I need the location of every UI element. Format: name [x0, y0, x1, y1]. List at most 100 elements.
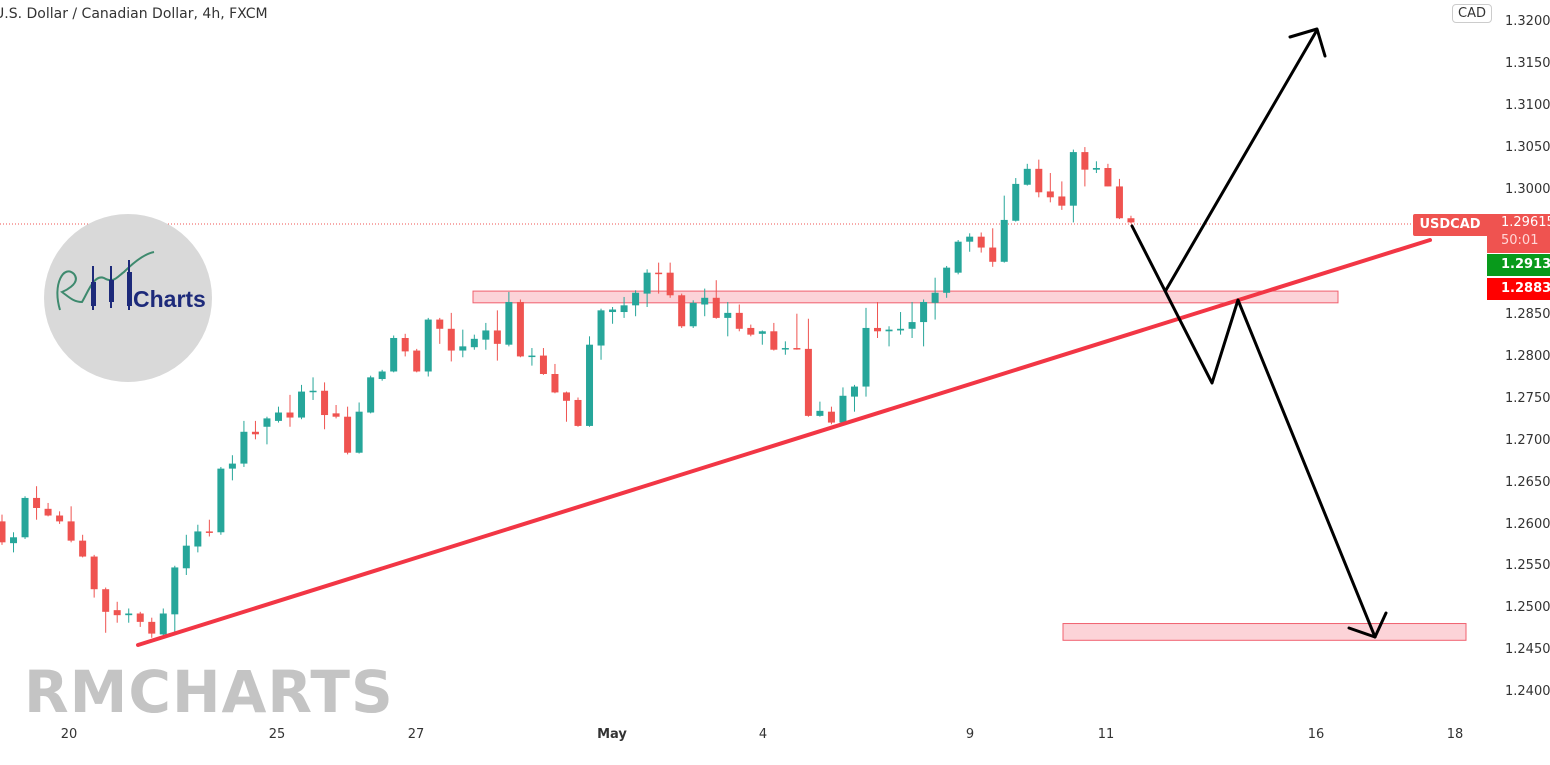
candle-body — [263, 418, 271, 427]
candle-body — [539, 355, 547, 375]
price-tick-label: 1.27500 — [1505, 390, 1550, 406]
candle-body — [1092, 168, 1100, 170]
candle-body — [655, 272, 663, 275]
candle — [712, 280, 720, 319]
candle-body — [447, 328, 455, 351]
support-trendline[interactable] — [136, 238, 1432, 647]
candle-body — [632, 292, 640, 306]
candle — [321, 382, 329, 430]
price-tick-label: 1.30500 — [1505, 139, 1550, 155]
candle-body — [862, 327, 870, 387]
bullish-arrowhead — [1288, 27, 1327, 58]
symbol-price-tag: USDCAD — [1413, 214, 1487, 236]
bullish-projection-path[interactable] — [1164, 28, 1319, 292]
price-tick-label: 1.24000 — [1505, 684, 1550, 700]
candle — [839, 387, 847, 424]
candle — [274, 406, 282, 423]
candle — [148, 617, 156, 638]
candle-body — [0, 521, 6, 543]
candle-body — [240, 431, 248, 464]
candle-body — [205, 531, 213, 533]
candle — [632, 290, 640, 317]
candle-body — [908, 322, 916, 329]
bearish-projection-path[interactable] — [1130, 224, 1377, 639]
candle-body — [424, 319, 432, 372]
candle-body — [332, 413, 340, 417]
candle-body — [309, 390, 317, 393]
candle-body — [1104, 168, 1112, 187]
logo-mark-icon: Charts — [56, 251, 206, 312]
price-tick-label: 1.24500 — [1505, 642, 1550, 658]
currency-button[interactable]: CAD — [1452, 4, 1492, 23]
candle — [102, 587, 110, 633]
candle — [378, 369, 386, 381]
candle — [1127, 215, 1135, 224]
time-tick-label: 4 — [758, 727, 768, 742]
candle — [21, 496, 29, 539]
candle-body — [436, 319, 444, 329]
candle-body — [136, 613, 144, 622]
candle-body — [816, 410, 824, 416]
candle-body — [804, 348, 812, 416]
candle — [424, 317, 432, 377]
candle-body — [574, 399, 582, 426]
candle — [205, 519, 213, 537]
candle-body — [1127, 218, 1135, 223]
candle — [931, 277, 939, 320]
time-tick-label: 25 — [268, 727, 286, 742]
candle-body — [701, 297, 709, 305]
projection-drawing[interactable] — [1130, 27, 1388, 639]
price-tick-label: 1.26500 — [1505, 474, 1550, 490]
candle-body — [1069, 152, 1077, 206]
candle-body — [10, 537, 18, 544]
candle-body — [735, 312, 743, 329]
candle — [309, 377, 317, 400]
candle — [1081, 147, 1089, 187]
candle-body — [251, 431, 259, 435]
candle-body — [493, 330, 501, 344]
candle-body — [666, 272, 674, 296]
candle — [966, 233, 974, 252]
candle — [897, 312, 905, 335]
candle-body — [781, 348, 789, 350]
candle — [643, 269, 651, 308]
candle — [1058, 181, 1066, 210]
candle — [666, 262, 674, 298]
candle — [56, 511, 64, 524]
candle-body — [33, 497, 41, 508]
candle — [436, 317, 444, 344]
candle-body — [1012, 183, 1020, 221]
time-tick-label: 20 — [60, 727, 78, 742]
candle — [758, 330, 766, 345]
candle — [182, 534, 190, 575]
candle — [367, 375, 375, 414]
candle — [1035, 159, 1043, 198]
resistance-zone[interactable] — [472, 290, 1339, 304]
last-price-tag: 1.29615 50:01 — [1487, 214, 1550, 253]
candle-body — [1115, 186, 1123, 219]
candle — [551, 363, 559, 394]
candle — [459, 329, 467, 358]
candle-body — [79, 540, 87, 557]
candle-body — [793, 348, 801, 350]
candle — [447, 312, 455, 362]
candle — [689, 300, 697, 328]
price-tick-label: 1.31500 — [1505, 56, 1550, 71]
candle — [390, 335, 398, 373]
candle — [1023, 163, 1031, 186]
candle — [1115, 178, 1123, 220]
candle — [516, 299, 524, 358]
target-zone[interactable] — [1062, 623, 1467, 641]
candle-body — [562, 392, 570, 401]
candle-body — [21, 497, 29, 538]
candle — [678, 293, 686, 328]
candle-body — [344, 416, 352, 453]
candle-body — [171, 567, 179, 615]
candle-body — [90, 556, 98, 590]
candle — [136, 611, 144, 627]
candle-body — [586, 344, 594, 426]
candle-body — [228, 463, 236, 469]
candle-body — [770, 331, 778, 350]
candle-body — [1081, 152, 1089, 170]
